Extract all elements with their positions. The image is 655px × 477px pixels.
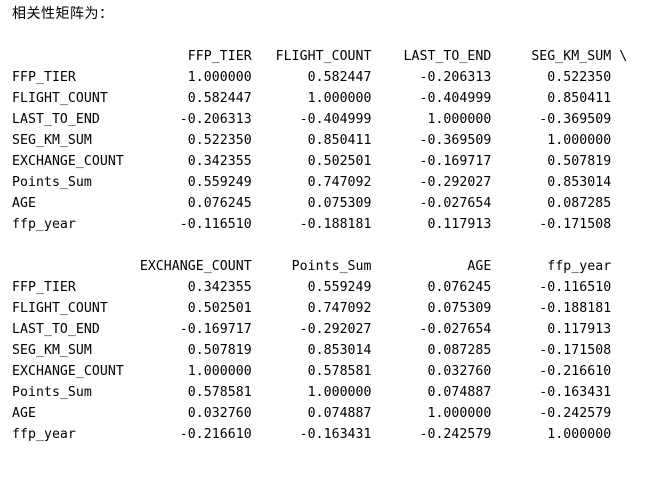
- matrix-row: AGE 0.032760 0.074887 1.000000 -0.242579: [12, 406, 612, 421]
- output-title: 相关性矩阵为：: [12, 6, 114, 22]
- matrix-row: Points_Sum 0.559249 0.747092 -0.292027 0…: [12, 175, 612, 190]
- matrix-row: Points_Sum 0.578581 1.000000 0.074887 -0…: [12, 385, 612, 400]
- matrix-row: SEG_KM_SUM 0.507819 0.853014 0.087285 -0…: [12, 343, 612, 358]
- matrix-row: FFP_TIER 0.342355 0.559249 0.076245 -0.1…: [12, 280, 612, 295]
- matrix-row: EXCHANGE_COUNT 1.000000 0.578581 0.03276…: [12, 364, 612, 379]
- matrix-row: AGE 0.076245 0.075309 -0.027654 0.087285: [12, 196, 612, 211]
- matrix-row: FFP_TIER 1.000000 0.582447 -0.206313 0.5…: [12, 70, 612, 85]
- matrix-row: FLIGHT_COUNT 0.582447 1.000000 -0.404999…: [12, 91, 612, 106]
- matrix-row: LAST_TO_END -0.206313 -0.404999 1.000000…: [12, 112, 612, 127]
- matrix-block-2: EXCHANGE_COUNT Points_Sum AGE ffp_year FF…: [12, 256, 655, 445]
- console-output: 相关性矩阵为： FFP_TIER FLIGHT_COUNT LAST_TO_EN…: [12, 6, 655, 445]
- matrix-row: EXCHANGE_COUNT 0.342355 0.502501 -0.1697…: [12, 154, 612, 169]
- matrix-header-row: FFP_TIER FLIGHT_COUNT LAST_TO_END SEG_KM…: [12, 49, 628, 64]
- block-separator-line: [12, 235, 655, 256]
- matrix-block-1: FFP_TIER FLIGHT_COUNT LAST_TO_END SEG_KM…: [12, 46, 655, 235]
- matrix-row: SEG_KM_SUM 0.522350 0.850411 -0.369509 1…: [12, 133, 612, 148]
- spacer-line: [12, 25, 655, 46]
- matrix-row: ffp_year -0.116510 -0.188181 0.117913 -0…: [12, 217, 612, 232]
- matrix-header-row: EXCHANGE_COUNT Points_Sum AGE ffp_year: [12, 259, 612, 274]
- matrix-row: LAST_TO_END -0.169717 -0.292027 -0.02765…: [12, 322, 612, 337]
- matrix-row: ffp_year -0.216610 -0.163431 -0.242579 1…: [12, 427, 612, 442]
- matrix-row: FLIGHT_COUNT 0.502501 0.747092 0.075309 …: [12, 301, 612, 316]
